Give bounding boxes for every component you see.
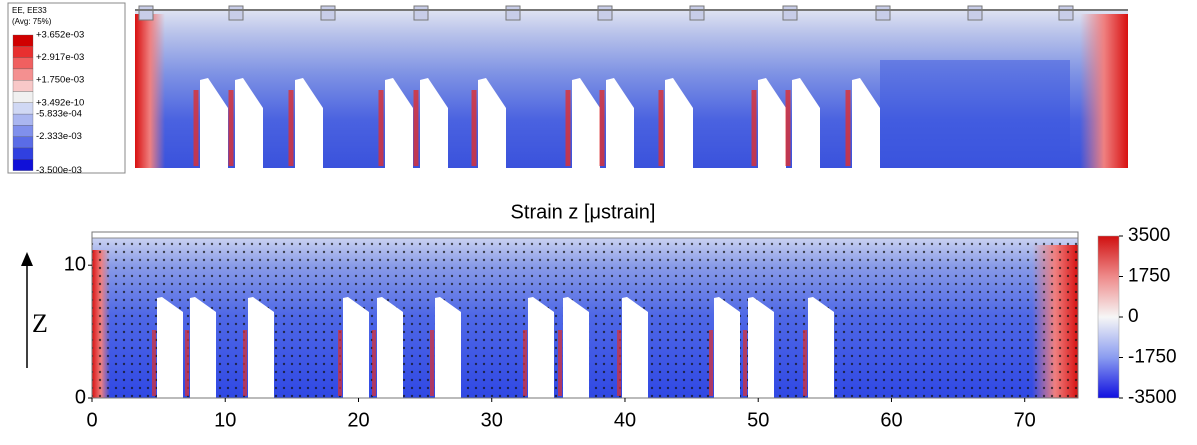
colorbar-label: -3500 (1128, 387, 1177, 408)
legend-swatch (12, 125, 34, 137)
legend-swatch (12, 136, 34, 149)
dic-opening (248, 297, 274, 398)
x-tick-label: 50 (747, 409, 769, 431)
x-tick-label: 0 (86, 409, 97, 431)
legend-label: -3.500e-03 (36, 165, 82, 176)
dic-opening (808, 297, 834, 398)
plot-title: Strain z [μstrain] (511, 201, 656, 223)
x-tick-label: 70 (1014, 409, 1036, 431)
legend-label: -2.333e-03 (36, 131, 82, 142)
legend-swatch (12, 34, 34, 47)
colorbar-label: 0 (1128, 306, 1139, 327)
legend-swatch (12, 102, 34, 115)
legend-label: +3.652e-03 (36, 30, 84, 41)
y-arrow-head (21, 252, 33, 266)
legend-swatch (12, 159, 34, 171)
dic-opening (714, 297, 740, 398)
legend-swatch (12, 91, 34, 103)
fe-opening (385, 78, 413, 168)
fe-opening (758, 78, 786, 168)
fe-contour (135, 5, 1128, 168)
x-tick-label: 10 (214, 409, 236, 431)
legend-subtitle: (Avg: 75%) (12, 17, 52, 26)
colorbar-label: 1750 (1128, 266, 1170, 287)
fe-support (689, 5, 705, 21)
legend-label: +3.492e-10 (36, 97, 84, 108)
x-tick-label: 30 (481, 409, 503, 431)
fe-opening (235, 78, 263, 168)
x-tick-label: 60 (880, 409, 902, 431)
legend-label: -5.833e-04 (36, 109, 82, 120)
legend-swatches: +3.652e-03 +2.917e-03 +1.750e-03 +3.492e-10… (12, 30, 84, 176)
legend-swatch (12, 147, 34, 160)
dic-opening (563, 297, 589, 398)
fe-support (782, 5, 798, 21)
x-tick-label: 40 (614, 409, 636, 431)
fe-support (505, 5, 521, 21)
dic-opening (190, 297, 216, 398)
fe-support (228, 5, 244, 21)
dic-opening (622, 297, 648, 398)
legend-title: EE, EE33 (12, 6, 47, 15)
legend-swatch (12, 68, 34, 81)
legend-swatch (12, 46, 34, 58)
dic-opening (435, 297, 461, 398)
fe-opening (792, 78, 820, 168)
dic-opening (377, 297, 403, 398)
dic-frame (91, 231, 1079, 399)
x-tick-label: 20 (347, 409, 369, 431)
fe-opening (572, 78, 600, 168)
fe-support (875, 5, 891, 21)
fe-opening (665, 78, 693, 168)
y-tick-label: 10 (64, 253, 86, 275)
colorbar-label: -1750 (1128, 347, 1177, 368)
dic-top-strip (91, 231, 1079, 239)
axes: 0 10 20 30 40 50 60 70 0 10 3500 1750 0 -1750 -3500 (64, 225, 1177, 431)
colorbar-label: 3500 (1128, 225, 1170, 246)
fe-opening (606, 78, 634, 168)
legend-swatch (12, 57, 34, 70)
fe-support (967, 5, 983, 21)
y-tick-label: 0 (75, 386, 86, 408)
legend-label: +2.917e-03 (36, 52, 84, 63)
fe-opening (200, 78, 228, 168)
dic-opening (343, 297, 369, 398)
fe-support (1058, 5, 1074, 21)
fe-opening (852, 78, 880, 168)
fe-support (138, 5, 154, 21)
fe-opening (295, 78, 323, 168)
colorbar (1097, 235, 1120, 399)
fe-opening (478, 78, 506, 168)
dic-opening (528, 297, 554, 398)
legend-swatch (12, 80, 34, 92)
fe-support (413, 5, 429, 21)
dic-opening (748, 297, 774, 398)
y-axis-label: Z (32, 309, 48, 338)
legend-label: +1.750e-03 (36, 75, 84, 86)
fe-opening (420, 78, 448, 168)
legend-swatch (12, 113, 34, 126)
fe-support (597, 5, 613, 21)
dic-opening (157, 297, 183, 398)
dic-contour (91, 231, 1079, 399)
fe-support (320, 5, 336, 21)
